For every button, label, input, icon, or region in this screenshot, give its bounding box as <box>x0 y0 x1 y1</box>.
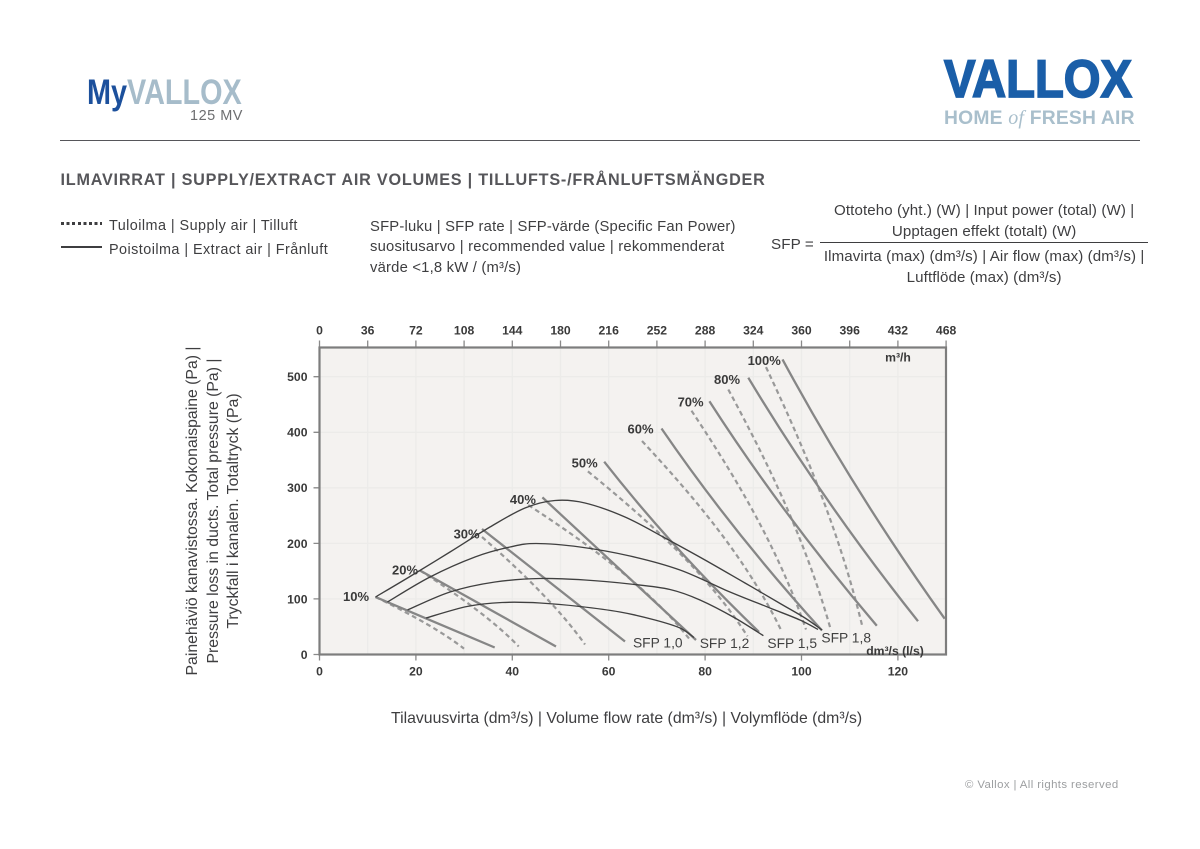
svg-text:0: 0 <box>316 324 323 338</box>
svg-text:80: 80 <box>698 665 712 679</box>
svg-text:SFP 1,8: SFP 1,8 <box>821 631 871 646</box>
svg-text:SFP 1,2: SFP 1,2 <box>700 636 750 651</box>
svg-text:72: 72 <box>409 324 423 338</box>
svg-text:400: 400 <box>287 426 308 440</box>
svg-text:36: 36 <box>361 324 375 338</box>
svg-text:324: 324 <box>743 324 764 338</box>
svg-text:Pressure loss in ducts. Total: Pressure loss in ducts. Total pressure (… <box>205 359 222 664</box>
svg-text:360: 360 <box>791 324 812 338</box>
svg-text:60: 60 <box>602 665 616 679</box>
svg-text:432: 432 <box>888 324 909 338</box>
svg-text:40%: 40% <box>510 492 536 507</box>
svg-text:20: 20 <box>409 665 423 679</box>
svg-text:100: 100 <box>791 665 812 679</box>
svg-text:144: 144 <box>502 324 523 338</box>
svg-text:Tryckfall i kanalen. Totaltryc: Tryckfall i kanalen. Totaltryck (Pa) <box>225 393 242 628</box>
svg-text:120: 120 <box>888 665 909 679</box>
svg-text:108: 108 <box>454 324 475 338</box>
svg-text:30%: 30% <box>454 527 480 542</box>
svg-text:288: 288 <box>695 324 716 338</box>
svg-text:10%: 10% <box>343 589 369 604</box>
svg-text:500: 500 <box>287 370 308 384</box>
svg-text:m³/h: m³/h <box>885 351 911 365</box>
svg-text:200: 200 <box>287 537 308 551</box>
svg-text:70%: 70% <box>678 394 704 409</box>
svg-text:20%: 20% <box>392 563 418 578</box>
svg-text:100: 100 <box>287 592 308 606</box>
svg-text:180: 180 <box>550 324 571 338</box>
svg-text:60%: 60% <box>627 421 653 436</box>
svg-text:300: 300 <box>287 481 308 495</box>
svg-text:0: 0 <box>316 665 323 679</box>
svg-text:80%: 80% <box>714 372 740 387</box>
svg-text:0: 0 <box>301 648 308 662</box>
svg-text:dm³/s (l/s): dm³/s (l/s) <box>866 644 924 658</box>
svg-text:SFP 1,0: SFP 1,0 <box>633 636 683 651</box>
svg-text:SFP 1,5: SFP 1,5 <box>767 636 817 651</box>
svg-text:50%: 50% <box>572 455 598 470</box>
svg-text:252: 252 <box>647 324 668 338</box>
svg-text:468: 468 <box>936 324 957 338</box>
svg-text:40: 40 <box>506 665 520 679</box>
svg-text:100%: 100% <box>748 353 782 368</box>
svg-text:Painehäviö kanavistossa. Kokon: Painehäviö kanavistossa. Kokonaispaine (… <box>184 346 201 675</box>
svg-text:396: 396 <box>840 324 861 338</box>
svg-text:216: 216 <box>599 324 620 338</box>
svg-text:Tilavuusvirta (dm³/s) | Volume: Tilavuusvirta (dm³/s) | Volume flow rate… <box>391 710 862 727</box>
